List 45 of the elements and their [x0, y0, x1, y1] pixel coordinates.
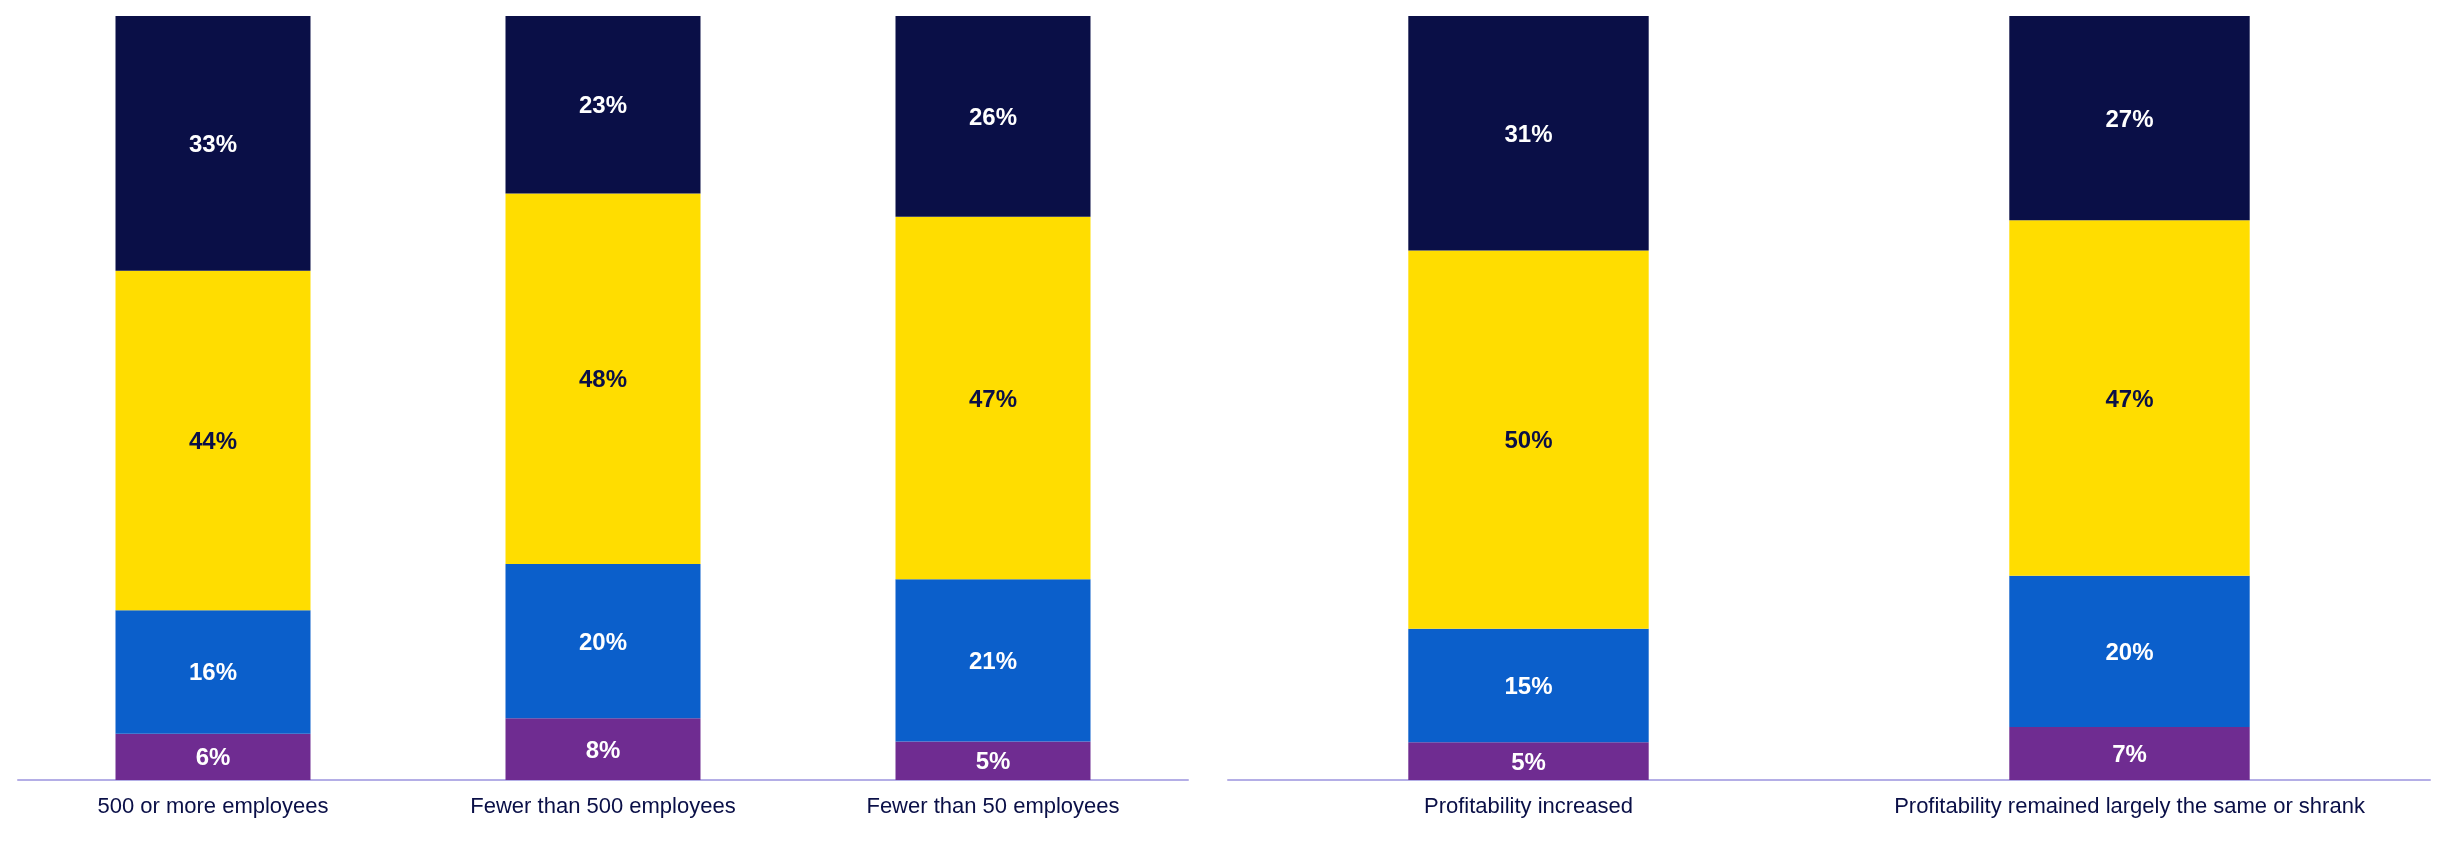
x-tick-label: Profitability remained largely the same or shrank	[1894, 792, 2366, 818]
bar	[2009, 16, 2250, 221]
x-tick-label: Fewer than 50 employees	[866, 792, 1120, 818]
bar	[115, 610, 311, 734]
bar	[115, 733, 311, 780]
bar	[2009, 575, 2250, 728]
bar	[895, 16, 1091, 217]
bar	[1408, 250, 1649, 629]
x-tick-label: Fewer than 500 employees	[470, 792, 736, 818]
data-label: 20%	[578, 627, 628, 655]
data-label: 7%	[2112, 740, 2147, 768]
data-label: 5%	[975, 747, 1011, 775]
bar	[2009, 727, 2250, 780]
bar	[505, 718, 701, 780]
bar	[2009, 220, 2250, 576]
bar	[1408, 742, 1649, 780]
bar	[895, 741, 1091, 780]
data-label: 26%	[968, 102, 1018, 130]
data-label: 16%	[188, 658, 238, 686]
x-tick-label: 500 or more employees	[97, 792, 329, 818]
data-label: 8%	[585, 735, 621, 763]
bar	[115, 16, 311, 271]
bar	[895, 579, 1091, 742]
bar	[505, 193, 701, 564]
data-label: 31%	[1504, 119, 1553, 147]
data-label: 6%	[195, 743, 231, 771]
bar	[1408, 628, 1649, 743]
x-tick-label: Profitability increased	[1423, 792, 1634, 818]
data-label: 23%	[578, 91, 628, 119]
data-label: 15%	[1504, 671, 1553, 699]
bar	[1408, 16, 1649, 251]
bar	[505, 16, 701, 194]
bar	[115, 270, 311, 611]
data-label: 48%	[578, 365, 628, 393]
bar	[505, 563, 701, 719]
data-label: 47%	[968, 384, 1018, 412]
data-label: 47%	[2105, 384, 2154, 412]
data-label: 21%	[968, 646, 1018, 674]
bar	[895, 216, 1091, 580]
data-label: 27%	[2105, 104, 2154, 132]
data-label: 5%	[1511, 747, 1546, 775]
data-label: 20%	[2105, 637, 2154, 665]
data-label: 33%	[188, 129, 238, 157]
data-label: 50%	[1504, 426, 1553, 454]
data-label: 44%	[188, 426, 238, 454]
